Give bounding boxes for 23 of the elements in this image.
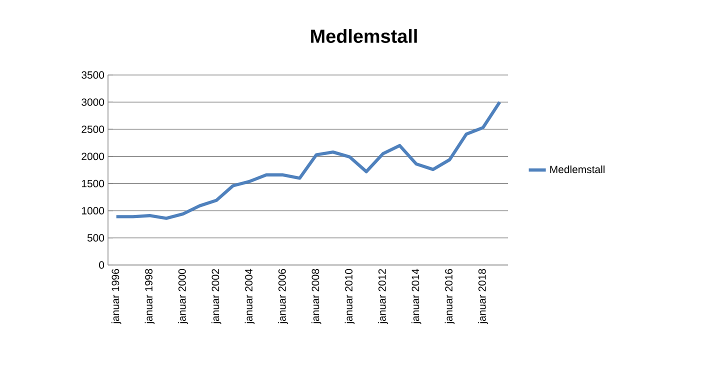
- x-tick-label: januar 2010: [344, 268, 355, 324]
- y-tick-label: 0: [99, 261, 104, 269]
- x-tick-label: januar 2014: [411, 268, 422, 324]
- x-tick-label: januar 2018: [478, 269, 488, 324]
- y-tick-label: 500: [87, 234, 104, 242]
- y-tick-label: 3000: [82, 98, 104, 106]
- y-tick-label: 2000: [82, 152, 104, 160]
- x-tick-label: januar 2012: [378, 269, 388, 324]
- x-tick-label: januar 2006: [278, 269, 288, 324]
- x-tick-label: januar 2004: [244, 268, 255, 324]
- x-tick-label: januar 1998: [144, 269, 155, 324]
- y-tick-label: 1500: [82, 180, 104, 188]
- x-tick-label: januar 2016: [444, 269, 455, 324]
- y-tick-label: 2500: [82, 126, 104, 133]
- x-tick-label: januar 1996: [111, 269, 122, 324]
- chart-title: Medlemstall: [311, 29, 417, 43]
- legend-label: Medlemstall: [550, 165, 604, 174]
- x-tick-label: januar 2000: [178, 268, 188, 324]
- y-tick-label: 3500: [82, 71, 104, 79]
- x-tick-label: januar 2002: [211, 269, 222, 324]
- x-tick-label: januar 2008: [311, 269, 322, 324]
- y-tick-label: 1000: [82, 207, 104, 214]
- line-series: [114, 100, 502, 220]
